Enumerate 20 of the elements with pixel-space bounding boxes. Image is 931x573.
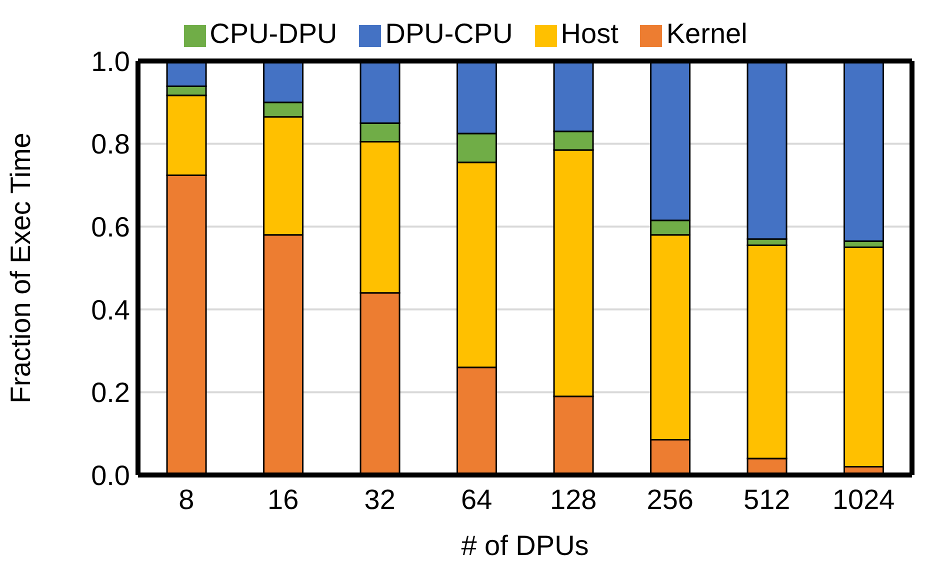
x-tick-label: 256 — [646, 484, 694, 515]
legend-label: DPU-CPU — [385, 18, 513, 49]
x-tick-label: 32 — [364, 484, 396, 515]
y-tick-label: 1.0 — [91, 46, 130, 77]
y-axis-title: Fraction of Exec Time — [4, 132, 36, 404]
y-tick-label: 0.8 — [91, 128, 130, 160]
x-tick-label: 128 — [550, 484, 597, 515]
legend-label: CPU-DPU — [210, 18, 338, 49]
legend-label: Host — [560, 18, 618, 49]
legend-label: Kernel — [666, 18, 748, 49]
x-axis-title: # of DPUs — [461, 530, 589, 561]
x-tick-label: 16 — [268, 484, 299, 515]
y-tick-label: 0.0 — [91, 460, 130, 491]
x-tick-label: 1024 — [832, 484, 895, 515]
y-tick-label: 0.4 — [91, 294, 130, 326]
x-tick-label: 8 — [178, 484, 194, 515]
x-tick-label: 64 — [461, 484, 492, 515]
y-tick-label: 0.6 — [91, 212, 130, 243]
y-tick-label: 0.2 — [91, 377, 130, 408]
x-tick-label: 512 — [744, 484, 790, 515]
